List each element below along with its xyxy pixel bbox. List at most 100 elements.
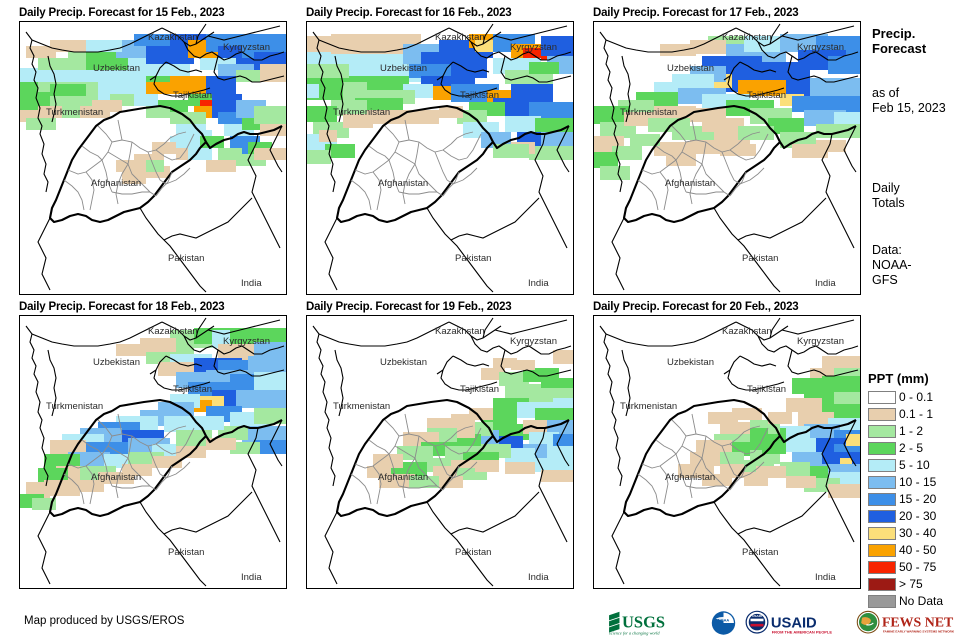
agency-logos: USGS science for a changing world NOAA U… <box>607 608 954 638</box>
label-tajikistan: Tajikistan <box>460 90 499 101</box>
precip-map-feb-20: Kazakhstan Kyrgyzstan Uzbekistan Turkmen… <box>594 316 860 588</box>
label-uzbekistan: Uzbekistan <box>93 357 140 368</box>
label-pakistan: Pakistan <box>455 547 491 558</box>
label-kyrgyzstan: Kyrgyzstan <box>510 42 557 53</box>
legend-swatch <box>868 526 896 540</box>
map-panel-feb-20: Daily Precip. Forecast for 20 Feb., 2023 <box>593 300 861 589</box>
legend-swatch <box>868 475 896 489</box>
sidebar-title-line2: Forecast <box>872 41 927 56</box>
precip-raster <box>594 22 860 294</box>
sidebar-data-line1: Data: <box>872 243 902 257</box>
label-uzbekistan: Uzbekistan <box>380 63 427 74</box>
svg-text:FAMINE EARLY WARNING SYSTEMS N: FAMINE EARLY WARNING SYSTEMS NETWORK <box>883 630 954 634</box>
legend-row: 50 - 75 <box>868 559 975 575</box>
country-labels: Kazakhstan Kyrgyzstan Uzbekistan Turkmen… <box>333 326 557 583</box>
label-turkmenistan: Turkmenistan <box>46 401 103 412</box>
legend-row: 40 - 50 <box>868 542 975 558</box>
country-labels: Kazakhstan Kyrgyzstan Uzbekistan Turkmen… <box>46 32 270 289</box>
map-frame-feb-16[interactable]: Kazakhstan Kyrgyzstan Uzbekistan Turkmen… <box>306 21 574 295</box>
svg-text:USAID: USAID <box>752 614 762 618</box>
label-tajikistan: Tajikistan <box>173 384 212 395</box>
label-uzbekistan: Uzbekistan <box>667 63 714 74</box>
legend-swatch <box>868 509 896 523</box>
label-turkmenistan: Turkmenistan <box>46 107 103 118</box>
sidebar: Precip. Forecast as of Feb 15, 2023 Dail… <box>868 0 975 642</box>
panel-title-feb-17: Daily Precip. Forecast for 17 Feb., 2023 <box>593 7 799 19</box>
label-pakistan: Pakistan <box>455 253 491 264</box>
label-afghanistan: Afghanistan <box>665 472 715 483</box>
legend-label: 0 - 0.1 <box>899 389 934 404</box>
svg-text:FEWS NET: FEWS NET <box>882 614 954 629</box>
label-pakistan: Pakistan <box>742 547 778 558</box>
legend-label: 0.1 - 1 <box>899 406 934 421</box>
map-frame-feb-18[interactable]: Kazakhstan Kyrgyzstan Uzbekistan Turkmen… <box>19 315 287 589</box>
legend-label: > 75 <box>899 576 923 591</box>
legend-swatch <box>868 543 896 557</box>
label-afghanistan: Afghanistan <box>378 178 428 189</box>
label-turkmenistan: Turkmenistan <box>333 401 390 412</box>
sidebar-totals-line2: Totals <box>872 196 905 210</box>
label-tajikistan: Tajikistan <box>173 90 212 101</box>
sidebar-title-line1: Precip. <box>872 26 916 41</box>
svg-text:NOAA: NOAA <box>718 617 730 622</box>
svg-text:science for a changing world: science for a changing world <box>609 630 660 635</box>
map-panel-feb-19: Daily Precip. Forecast for 19 Feb., 2023 <box>306 300 574 589</box>
legend-label: 20 - 30 <box>899 508 937 523</box>
usaid-logo[interactable]: USAID USAID FROM THE AMERICAN PEOPLE <box>744 610 848 636</box>
legend-swatch <box>868 560 896 574</box>
label-kyrgyzstan: Kyrgyzstan <box>797 336 844 347</box>
label-turkmenistan: Turkmenistan <box>620 107 677 118</box>
precip-raster <box>307 316 573 588</box>
label-india: India <box>815 278 836 289</box>
legend-label: 50 - 75 <box>899 559 937 574</box>
label-india: India <box>241 278 262 289</box>
legend-label: 15 - 20 <box>899 491 937 506</box>
country-labels: Kazakhstan Kyrgyzstan Uzbekistan Turkmen… <box>620 326 844 583</box>
sidebar-asof-line1: as of <box>872 86 900 100</box>
usgs-logo[interactable]: USGS science for a changing world <box>607 610 703 636</box>
panel-title-feb-20: Daily Precip. Forecast for 20 Feb., 2023 <box>593 301 799 313</box>
map-panel-feb-17: Daily Precip. Forecast for 17 Feb., 2023 <box>593 6 861 295</box>
label-kyrgyzstan: Kyrgyzstan <box>797 42 844 53</box>
legend-swatch <box>868 390 896 404</box>
map-frame-feb-20[interactable]: Kazakhstan Kyrgyzstan Uzbekistan Turkmen… <box>593 315 861 589</box>
legend-label: 30 - 40 <box>899 525 937 540</box>
noaa-logo[interactable]: NOAA <box>710 610 737 636</box>
legend-swatch <box>868 424 896 438</box>
legend-swatch <box>868 577 896 591</box>
legend-swatch <box>868 441 896 455</box>
label-kyrgyzstan: Kyrgyzstan <box>223 336 270 347</box>
label-kazakhstan: Kazakhstan <box>722 32 772 43</box>
precip-map-feb-19: Kazakhstan Kyrgyzstan Uzbekistan Turkmen… <box>307 316 573 588</box>
map-frame-feb-17[interactable]: Kazakhstan Kyrgyzstan Uzbekistan Turkmen… <box>593 21 861 295</box>
label-afghanistan: Afghanistan <box>91 178 141 189</box>
map-frame-feb-19[interactable]: Kazakhstan Kyrgyzstan Uzbekistan Turkmen… <box>306 315 574 589</box>
legend-row: 10 - 15 <box>868 474 975 490</box>
legend-label: 2 - 5 <box>899 440 924 455</box>
legend-label: 40 - 50 <box>899 542 937 557</box>
label-turkmenistan: Turkmenistan <box>333 107 390 118</box>
legend-row: 0.1 - 1 <box>868 406 975 422</box>
legend-label: 10 - 15 <box>899 474 937 489</box>
sidebar-totals-line1: Daily <box>872 181 900 195</box>
panel-title-feb-16: Daily Precip. Forecast for 16 Feb., 2023 <box>306 7 512 19</box>
label-kyrgyzstan: Kyrgyzstan <box>223 42 270 53</box>
label-afghanistan: Afghanistan <box>378 472 428 483</box>
label-kazakhstan: Kazakhstan <box>435 326 485 337</box>
legend-row: 20 - 30 <box>868 508 975 524</box>
legend-row: 1 - 2 <box>868 423 975 439</box>
panel-title-feb-18: Daily Precip. Forecast for 18 Feb., 2023 <box>19 301 225 313</box>
label-kazakhstan: Kazakhstan <box>148 32 198 43</box>
legend-row: 30 - 40 <box>868 525 975 541</box>
legend: PPT (mm) 0 - 0.1 0.1 - 1 1 - 2 2 - 5 5 - 10 1… <box>868 372 975 610</box>
country-labels: Kazakhstan Kyrgyzstan Uzbekistan Turkmen… <box>620 32 844 289</box>
precip-map-feb-15: Kazakhstan Kyrgyzstan Uzbekistan Turkmen… <box>20 22 286 294</box>
fewsnet-logo[interactable]: FEWS NET FAMINE EARLY WARNING SYSTEMS NE… <box>855 610 954 636</box>
label-kyrgyzstan: Kyrgyzstan <box>510 336 557 347</box>
map-frame-feb-15[interactable]: Kazakhstan Kyrgyzstan Uzbekistan Turkmen… <box>19 21 287 295</box>
legend-swatch <box>868 407 896 421</box>
label-tajikistan: Tajikistan <box>747 90 786 101</box>
precip-raster <box>20 316 286 588</box>
legend-label: No Data <box>899 593 944 608</box>
